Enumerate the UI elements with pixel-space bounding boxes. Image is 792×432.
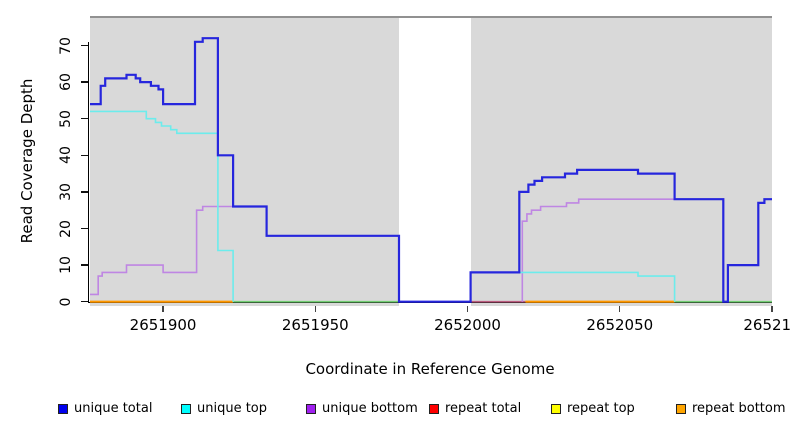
series-unique-total — [90, 37, 772, 303]
y-tick-label-30: 30 — [58, 182, 74, 201]
x-tick-2652050 — [619, 306, 621, 312]
y-tick-50 — [81, 118, 88, 120]
y-tick-label-20: 20 — [58, 219, 74, 238]
y-tick-10 — [81, 264, 88, 266]
legend-swatch-repeat-total — [429, 403, 439, 414]
y-tick-label-60: 60 — [58, 73, 74, 92]
legend-swatch-unique-total — [58, 403, 68, 414]
legend-label: unique top — [197, 401, 268, 416]
plot-background-left — [90, 17, 399, 306]
y-tick-30 — [81, 191, 88, 193]
legend-label: unique bottom — [322, 401, 418, 416]
legend-label: repeat bottom — [692, 401, 786, 416]
x-tick-2651900 — [162, 306, 164, 312]
y-tick-70 — [81, 44, 88, 47]
y-axis-title: Read Coverage Depth — [18, 78, 36, 244]
x-tick-2652000 — [466, 306, 469, 312]
plot-background-right — [470, 17, 772, 306]
x-tick-2651950 — [314, 306, 316, 312]
y-tick-60 — [81, 81, 88, 83]
x-tick-label-265210: 265210 — [743, 316, 792, 334]
y-tick-label-10: 10 — [58, 256, 74, 275]
series-unique-top-right — [469, 271, 676, 302]
legend-label: repeat total — [445, 401, 522, 416]
plot-top-border — [90, 16, 772, 18]
legend-swatch-repeat-bottom — [676, 403, 686, 414]
y-tick-0 — [81, 301, 88, 303]
y-tick-40 — [81, 154, 88, 156]
legend-swatch-repeat-top — [551, 403, 561, 414]
y-tick-label-40: 40 — [58, 146, 74, 165]
y-axis-line — [87, 42, 89, 303]
legend-label: repeat top — [567, 401, 635, 416]
legend-swatch-unique-top — [181, 403, 191, 414]
x-tick-label-2652050: 2652050 — [586, 316, 654, 334]
series-unique-bottom-right — [521, 198, 725, 302]
y-tick-20 — [81, 227, 88, 230]
x-tick-label-2651900: 2651900 — [129, 316, 197, 334]
x-tick-label-2652000: 2652000 — [434, 316, 501, 334]
x-axis-title: Coordinate in Reference Genome — [305, 360, 555, 378]
y-tick-label-50: 50 — [58, 109, 74, 128]
series-unique-top-left — [90, 110, 234, 302]
legend-swatch-unique-bottom — [306, 403, 316, 414]
x-tick-label-2651950: 2651950 — [281, 316, 349, 334]
coverage-series-canvas — [90, 37, 772, 303]
x-tick-2652100 — [771, 306, 773, 312]
legend-label: unique total — [74, 401, 153, 416]
y-tick-label-0: 0 — [58, 297, 74, 307]
y-tick-label-70: 70 — [58, 36, 74, 55]
series-unique-bottom-left — [90, 205, 471, 303]
